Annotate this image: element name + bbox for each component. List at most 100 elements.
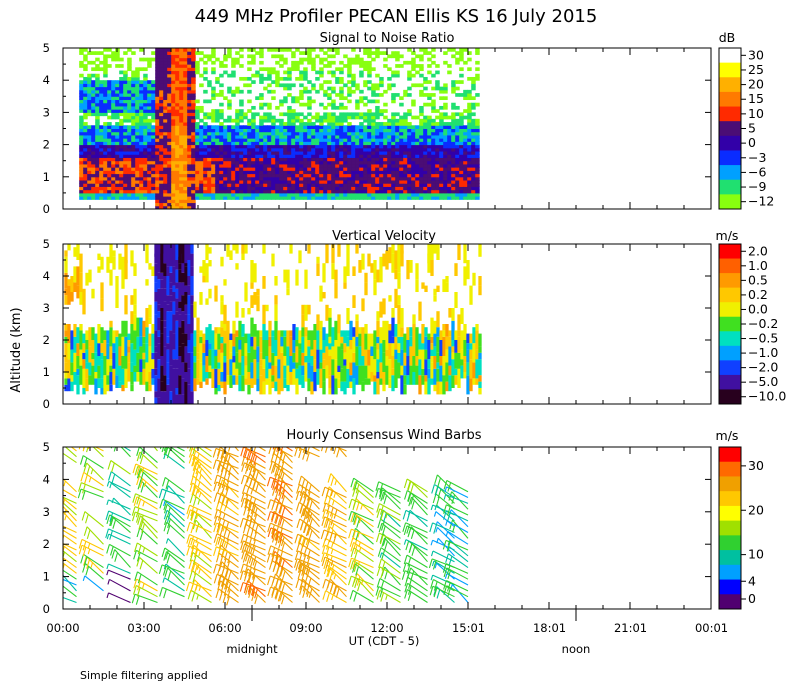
snr-cell	[227, 128, 232, 133]
velocity-cell	[307, 244, 311, 254]
snr-cell	[187, 109, 192, 113]
snr-cell	[423, 196, 428, 200]
snr-cell	[203, 180, 208, 184]
snr-cell	[403, 183, 408, 187]
colorbar-swatch	[719, 389, 741, 405]
snr-cell	[247, 138, 252, 142]
snr-cell	[415, 144, 420, 149]
snr-cell	[239, 134, 244, 139]
snr-cell	[139, 67, 144, 72]
velocity-cell	[469, 343, 473, 350]
velocity-cell	[442, 356, 446, 376]
snr-cell	[331, 118, 336, 123]
snr-cell	[283, 83, 288, 88]
snr-cell	[255, 96, 260, 101]
snr-cell	[319, 57, 324, 62]
snr-cell	[287, 131, 292, 136]
snr-cell	[267, 134, 272, 139]
snr-cell	[415, 160, 420, 165]
snr-cell	[103, 80, 108, 84]
velocity-cell	[424, 359, 428, 376]
snr-cell	[431, 102, 436, 107]
velocity-cell	[394, 359, 398, 372]
snr-cell	[87, 112, 92, 117]
snr-cell	[295, 67, 300, 72]
snr-cell	[311, 141, 316, 146]
snr-cell	[239, 141, 244, 146]
snr-cell	[387, 180, 392, 184]
snr-cell	[407, 196, 412, 200]
velocity-cell	[91, 327, 95, 340]
snr-cell	[443, 83, 448, 88]
snr-cell	[95, 115, 100, 120]
snr-cell	[367, 189, 372, 194]
snr-cell	[211, 186, 216, 191]
snr-cell	[79, 51, 84, 55]
snr-cell	[271, 173, 276, 178]
snr-cell	[139, 102, 144, 107]
colorbar-swatch	[719, 360, 741, 376]
snr-cell	[119, 93, 124, 97]
snr-cell	[123, 102, 128, 107]
snr-cell	[467, 67, 472, 72]
snr-cell	[411, 64, 416, 68]
snr-cell	[95, 73, 100, 78]
snr-cell	[399, 186, 404, 191]
velocity-cell	[187, 244, 191, 260]
snr-cell	[223, 173, 228, 178]
snr-cell	[379, 180, 384, 184]
velocity-cell	[181, 282, 185, 296]
snr-cell	[355, 141, 360, 146]
velocity-cell	[169, 272, 173, 283]
snr-cell	[111, 151, 116, 155]
snr-cell	[323, 167, 328, 171]
snr-cell	[295, 147, 300, 152]
snr-cell	[187, 167, 192, 171]
snr-cell	[183, 163, 188, 168]
snr-cell	[283, 180, 288, 184]
snr-cell	[383, 109, 388, 113]
snr-cell	[331, 180, 336, 184]
velocity-cell	[301, 327, 305, 337]
velocity-cell	[223, 279, 227, 286]
velocity-cell	[283, 269, 287, 283]
velocity-cell	[97, 356, 101, 366]
snr-cell	[183, 167, 188, 171]
velocity-cell	[376, 336, 380, 344]
snr-cell	[135, 163, 140, 168]
velocity-cell	[64, 343, 68, 363]
velocity-cell	[445, 336, 449, 350]
y-tick-label: 3	[43, 105, 50, 119]
snr-cell	[235, 196, 240, 200]
snr-cell	[247, 192, 252, 197]
snr-cell	[87, 138, 92, 142]
velocity-cell	[304, 327, 308, 337]
snr-cell	[375, 176, 380, 181]
snr-cell	[379, 196, 384, 200]
snr-cell	[299, 192, 304, 197]
velocity-cell	[160, 365, 164, 372]
snr-cell	[323, 115, 328, 120]
snr-cell	[423, 173, 428, 178]
snr-cell	[223, 176, 228, 181]
snr-cell	[187, 118, 192, 123]
snr-cell	[319, 125, 324, 129]
velocity-cell	[292, 324, 296, 340]
velocity-cell	[436, 311, 440, 328]
snr-cell	[87, 89, 92, 94]
velocity-cell	[115, 276, 119, 292]
snr-cell	[223, 167, 228, 171]
snr-cell	[191, 154, 196, 158]
snr-cell	[379, 151, 384, 155]
velocity-cell	[148, 333, 152, 347]
snr-cell	[135, 80, 140, 84]
snr-cell	[235, 134, 240, 139]
snr-cell	[275, 160, 280, 165]
snr-cell	[131, 183, 136, 187]
snr-cell	[155, 115, 160, 120]
snr-cell	[159, 64, 164, 68]
snr-cell	[431, 125, 436, 129]
snr-cell	[287, 157, 292, 162]
snr-cell	[167, 189, 172, 194]
snr-cell	[151, 196, 156, 200]
